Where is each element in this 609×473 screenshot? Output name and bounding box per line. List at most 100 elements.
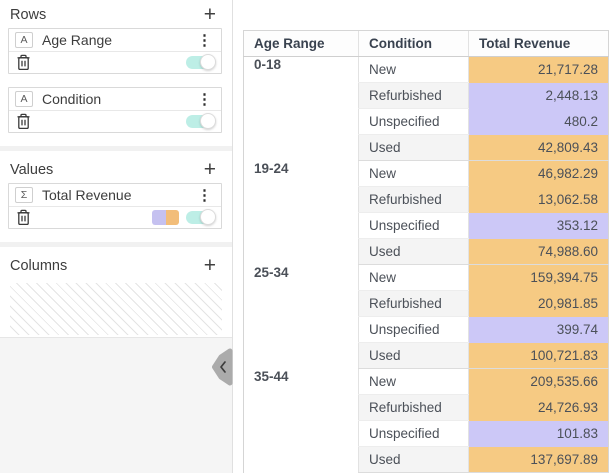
total-revenue-cell: 13,062.58 xyxy=(468,186,609,213)
condition-cell: Used xyxy=(358,342,469,369)
field-card-total-revenue[interactable]: Σ Total Revenue ⋮ xyxy=(8,183,222,229)
field-visibility-toggle[interactable] xyxy=(186,209,216,225)
condition-cell: Refurbished xyxy=(358,394,469,421)
section-divider xyxy=(0,146,232,151)
condition-cell: Refurbished xyxy=(358,186,469,213)
kebab-menu-icon[interactable]: ⋮ xyxy=(197,187,212,204)
total-revenue-cell: 74,988.60 xyxy=(468,238,609,265)
toggle-knob xyxy=(200,113,216,129)
sum-type-icon: Σ xyxy=(15,187,33,203)
header-condition[interactable]: Condition xyxy=(358,30,469,57)
table-row: Unspecified 101.83 xyxy=(244,420,609,447)
columns-dropzone-hatch[interactable] xyxy=(10,283,222,335)
header-total-revenue[interactable]: Total Revenue xyxy=(468,30,609,57)
field-label: Total Revenue xyxy=(42,187,132,203)
total-revenue-cell: 209,535.66 xyxy=(468,368,609,395)
field-label: Condition xyxy=(42,91,102,107)
toggle-knob xyxy=(200,54,216,70)
table-row: Used 74,988.60 xyxy=(244,238,609,265)
swatch-purple xyxy=(152,210,166,225)
field-card-condition[interactable]: A Condition ⋮ xyxy=(8,87,222,133)
trash-icon[interactable] xyxy=(16,54,31,71)
rows-section-title: Rows xyxy=(10,7,47,23)
rows-section-header: Rows + xyxy=(0,0,232,28)
total-revenue-cell: 353.12 xyxy=(468,212,609,239)
table-row: Unspecified 399.74 xyxy=(244,316,609,343)
columns-section-title: Columns xyxy=(10,258,68,274)
swatch-orange xyxy=(165,210,179,225)
condition-cell: New xyxy=(358,160,469,187)
table-row: 19-24 New 46,982.29 xyxy=(243,160,609,265)
total-revenue-cell: 21,717.28 xyxy=(468,56,609,83)
field-controls xyxy=(9,52,221,73)
text-type-icon: A xyxy=(15,91,33,107)
values-section-header: Values + xyxy=(0,155,232,183)
table-row: Unspecified 353.12 xyxy=(244,212,609,239)
table-row: 0-18 New 21,717.28 xyxy=(243,56,609,161)
table-row: Refurbished 13,062.58 xyxy=(244,186,609,213)
table-row: 25-34 New 159,394.75 xyxy=(243,264,609,369)
condition-cell: Unspecified xyxy=(358,420,469,447)
total-revenue-cell: 399.74 xyxy=(468,316,609,343)
kebab-menu-icon[interactable]: ⋮ xyxy=(197,32,212,49)
field-visibility-toggle[interactable] xyxy=(186,54,216,70)
condition-cell: New xyxy=(358,368,469,395)
field-row: Σ Total Revenue ⋮ xyxy=(9,184,221,207)
table-header-row: Age Range Condition Total Revenue xyxy=(243,30,609,57)
add-value-field-button[interactable]: + xyxy=(203,158,216,181)
field-visibility-toggle[interactable] xyxy=(186,113,216,129)
table-row: 35-44 New 209,535.66 xyxy=(243,368,609,473)
total-revenue-cell: 20,981.85 xyxy=(468,290,609,317)
field-card-age-range[interactable]: A Age Range ⋮ xyxy=(8,28,222,74)
kebab-menu-icon[interactable]: ⋮ xyxy=(197,91,212,108)
condition-cell: New xyxy=(358,56,469,83)
condition-cell: New xyxy=(358,264,469,291)
add-column-field-button[interactable]: + xyxy=(203,254,216,277)
table-row: Refurbished 20,981.85 xyxy=(244,290,609,317)
condition-cell: Refurbished xyxy=(358,290,469,317)
total-revenue-cell: 101.83 xyxy=(468,420,609,447)
header-age-range[interactable]: Age Range xyxy=(243,30,359,57)
pivot-table-body: 0-18 New 21,717.28 Refurbished 2,448.13 Unspe… xyxy=(243,56,609,473)
age-range-cell: 25-34 xyxy=(243,264,359,369)
toggle-knob xyxy=(200,209,216,225)
values-section-title: Values xyxy=(10,162,54,178)
condition-cell: Used xyxy=(358,446,469,473)
total-revenue-cell: 100,721.83 xyxy=(468,342,609,369)
condition-cell: Unspecified xyxy=(358,108,469,135)
conditional-format-color-swatch[interactable] xyxy=(152,210,179,225)
total-revenue-cell: 46,982.29 xyxy=(468,160,609,187)
pivot-table-container: Age Range Condition Total Revenue 0-18 Ne… xyxy=(243,30,609,473)
pivot-builder-sidebar: Rows + A Age Range ⋮ A Condition ⋮ xyxy=(0,0,233,473)
age-range-cell: 35-44 xyxy=(243,368,359,473)
table-row: Used 100,721.83 xyxy=(244,342,609,369)
total-revenue-cell: 2,448.13 xyxy=(468,82,609,109)
total-revenue-cell: 24,726.93 xyxy=(468,394,609,421)
condition-cell: Used xyxy=(358,134,469,161)
table-row: Used 137,697.89 xyxy=(244,446,609,473)
condition-cell: Unspecified xyxy=(358,212,469,239)
total-revenue-cell: 42,809.43 xyxy=(468,134,609,161)
field-row: A Age Range ⋮ xyxy=(9,29,221,52)
add-row-field-button[interactable]: + xyxy=(203,3,216,26)
condition-cell: Refurbished xyxy=(358,82,469,109)
sidebar-footer-area xyxy=(0,337,232,473)
condition-cell: Used xyxy=(358,238,469,265)
table-row: Refurbished 2,448.13 xyxy=(244,82,609,109)
columns-section-header: Columns + xyxy=(0,251,232,279)
age-range-cell: 19-24 xyxy=(243,160,359,265)
condition-cell: Unspecified xyxy=(358,316,469,343)
pivot-table: Age Range Condition Total Revenue 0-18 Ne… xyxy=(243,30,609,473)
table-row: Unspecified 480.2 xyxy=(244,108,609,135)
table-row: Used 42,809.43 xyxy=(244,134,609,161)
trash-icon[interactable] xyxy=(16,113,31,130)
field-controls xyxy=(9,111,221,132)
field-controls xyxy=(9,207,221,228)
table-row: Refurbished 24,726.93 xyxy=(244,394,609,421)
field-row: A Condition ⋮ xyxy=(9,88,221,111)
collapse-panel-handle[interactable] xyxy=(212,348,233,386)
trash-icon[interactable] xyxy=(16,209,31,226)
text-type-icon: A xyxy=(15,32,33,48)
section-divider xyxy=(0,242,232,247)
field-label: Age Range xyxy=(42,32,113,48)
